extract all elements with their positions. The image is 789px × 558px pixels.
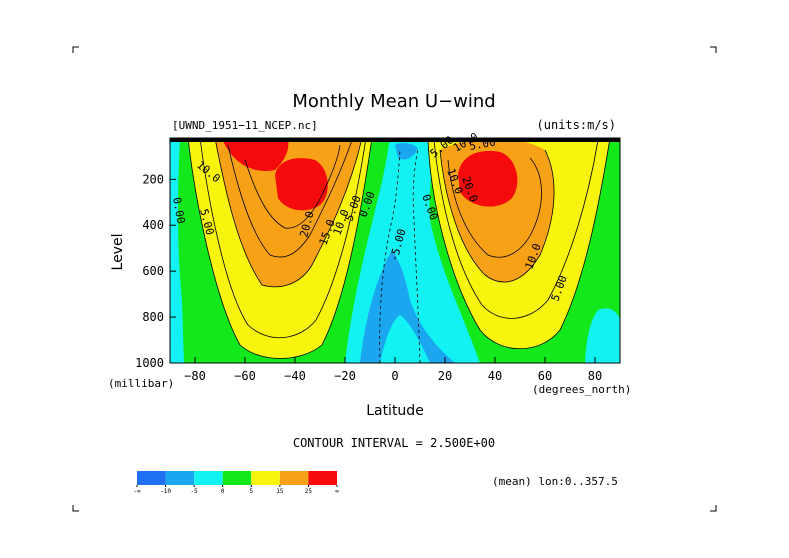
x-axis: −80 −60 −40 −20 0 20 40 60 80 (184, 357, 602, 383)
colorbar-label: 0 (221, 488, 225, 495)
colorbar-swatch (251, 471, 280, 485)
region-red-south-upper (222, 138, 289, 171)
x-tick-label: 40 (488, 369, 502, 383)
colorbar-swatch (194, 471, 223, 485)
x-tick-label: −40 (284, 369, 306, 383)
colorbar-swatch (222, 471, 252, 485)
region-blue-upper (395, 143, 418, 160)
colorbar-swatch (308, 471, 337, 485)
colorbar-swatch (279, 471, 309, 485)
x-tick-label: −60 (234, 369, 256, 383)
y-tick-label: 200 (142, 172, 164, 186)
colorbar-label: ∞ (335, 488, 339, 495)
contour-label: 0.00 (170, 196, 187, 224)
colorbar: -∞ -10 -5 0 5 15 25 ∞ (133, 471, 339, 495)
y-tick-label: 800 (142, 310, 164, 324)
colorbar-label: -5 (191, 488, 199, 495)
colorbar-swatch (165, 471, 195, 485)
contour-lines (187, 138, 611, 359)
colorbar-label: -10 (160, 488, 171, 495)
corner-marks (72, 46, 717, 512)
y-axis-units: (millibar) (108, 377, 174, 390)
colorbar-label: 15 (276, 488, 284, 495)
y-tick-label: 600 (142, 264, 164, 278)
contour-interval: CONTOUR INTERVAL = 2.500E+00 (293, 436, 495, 450)
y-tick-label: 1000 (135, 356, 164, 370)
y-tick-label: 400 (142, 218, 164, 232)
x-axis-units: (degrees_north) (532, 383, 631, 396)
x-tick-label: −80 (184, 369, 206, 383)
x-axis-title: Latitude (366, 403, 424, 419)
region-red-south-jet (275, 158, 328, 211)
y-axis-title: Level (110, 234, 126, 271)
top-edge-contours (170, 138, 620, 142)
region-red-north-jet (458, 150, 518, 207)
longitude-note: (mean) lon:0..357.5 (492, 475, 618, 488)
colorbar-label: 25 (305, 488, 313, 495)
colorbar-swatch (137, 471, 166, 485)
colorbar-label: -∞ (133, 488, 141, 495)
colorbar-label: 5 (249, 488, 253, 495)
x-tick-label: 0 (391, 369, 398, 383)
x-tick-label: 80 (588, 369, 602, 383)
chart-title: Monthly Mean U−wind (292, 91, 495, 112)
y-axis: 200 400 600 800 1000 (135, 172, 176, 370)
contour-label: 5.00 (468, 136, 496, 153)
contour-lines-dashed (379, 147, 421, 363)
x-tick-label: 60 (538, 369, 552, 383)
region-cyan-left (170, 138, 184, 363)
dataset-label: [UWND_1951−11_NCEP.nc] (172, 119, 318, 132)
plot-area (170, 138, 620, 363)
units-label: (units:m/s) (537, 118, 616, 132)
x-tick-label: 20 (438, 369, 452, 383)
region-cyan-right (585, 308, 620, 363)
region-blue-tropics (360, 250, 455, 363)
x-tick-label: −20 (334, 369, 356, 383)
